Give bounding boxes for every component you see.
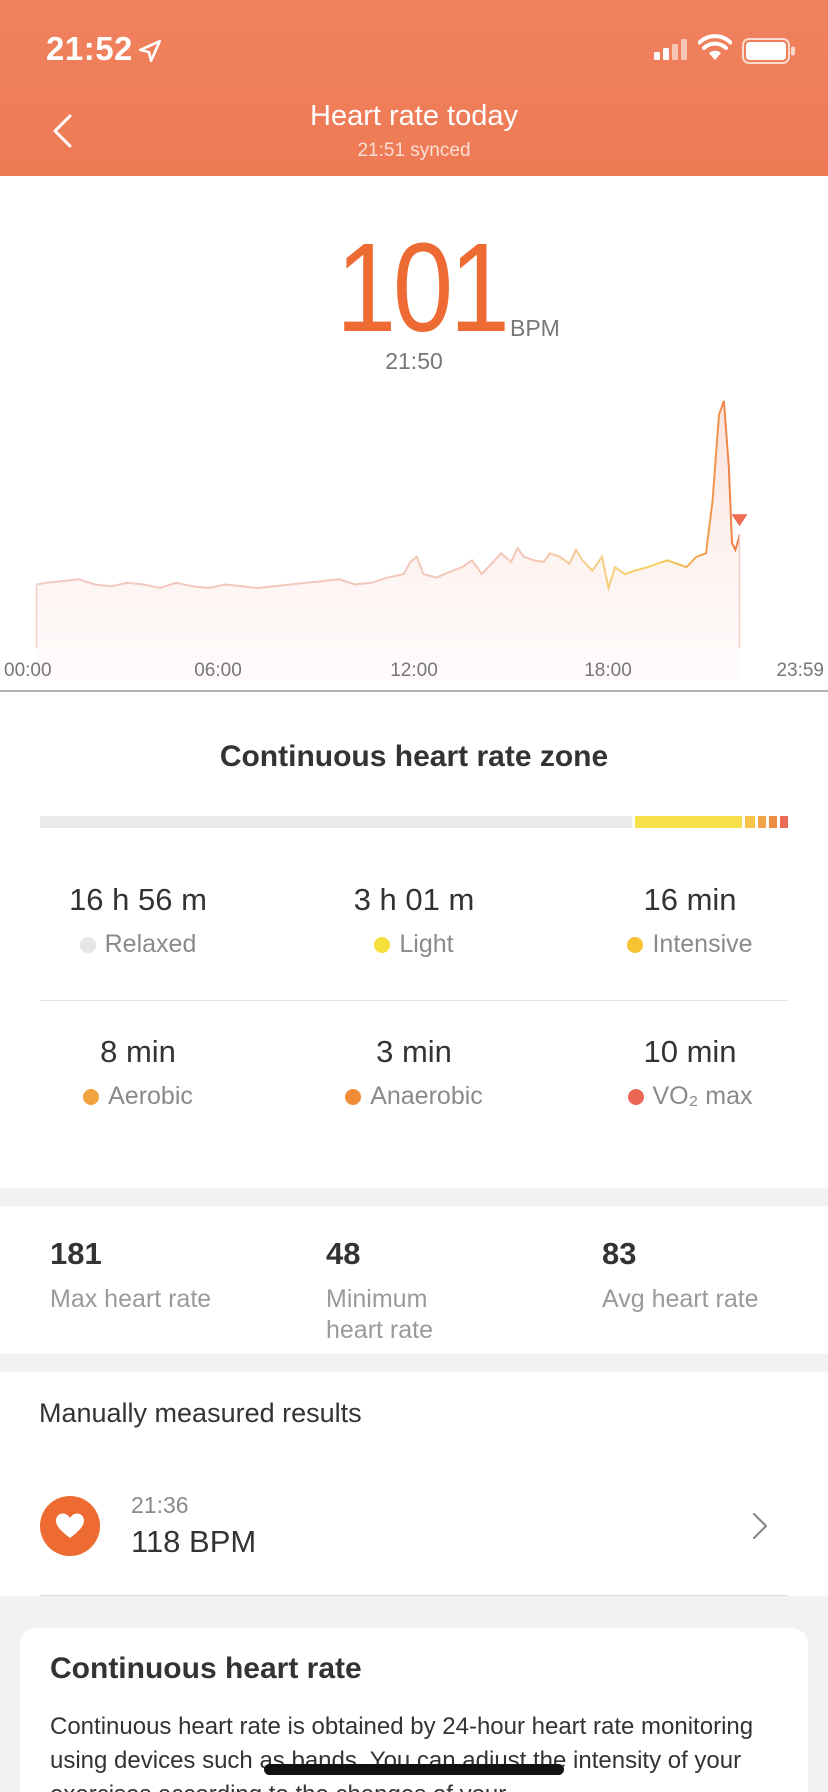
- zone-section-title: Continuous heart rate zone: [219, 740, 609, 773]
- zone-bar-segment: [745, 816, 755, 828]
- manual-results-section: Manually measured results 21:36 118 BPM: [0, 1372, 828, 1596]
- zone-label: Relaxed: [104, 930, 197, 958]
- info-title: Continuous heart rate: [50, 1652, 362, 1685]
- stat-value: 48: [326, 1236, 361, 1271]
- zone-label: Light: [399, 930, 454, 958]
- home-indicator[interactable]: [264, 1764, 564, 1775]
- location-arrow-icon: [138, 39, 162, 63]
- stat-min: 48 Minimum heart rate: [326, 1236, 486, 1346]
- x-tick-label: 23:59: [776, 660, 824, 681]
- chevron-left-icon: [53, 114, 72, 148]
- current-heart-rate-time: 21:50: [385, 348, 443, 374]
- current-point-marker-icon: [731, 514, 748, 527]
- zone-intensive: 16 min Intensive: [560, 882, 820, 959]
- page-title: Heart rate today: [310, 100, 518, 132]
- zone-bar-segment: [634, 816, 743, 828]
- zone-relaxed: 16 h 56 m Relaxed: [8, 882, 268, 959]
- zone-dot: [627, 1088, 644, 1105]
- header: 21:52 Heart rate today 21:51 synced: [0, 0, 828, 176]
- manual-results-title: Manually measured results: [39, 1398, 362, 1428]
- zone-dot: [79, 936, 96, 953]
- zone-vo2max: 10 min VO₂ max: [560, 1034, 820, 1111]
- zone-aerobic: 8 min Aerobic: [8, 1034, 268, 1111]
- zone-anaerobic: 3 min Anaerobic: [284, 1034, 544, 1111]
- heart-badge: [40, 1496, 100, 1556]
- chart-area-fill: [36, 400, 740, 680]
- zone-divider: [40, 1000, 788, 1001]
- zone-label: Intensive: [652, 930, 753, 958]
- zone-duration: 16 min: [643, 882, 737, 917]
- zone-bar-segment: [758, 816, 766, 828]
- cellular-signal-icon: [654, 39, 687, 60]
- battery-icon: [742, 38, 795, 64]
- x-tick-label: 12:00: [390, 660, 438, 681]
- chevron-right-icon[interactable]: [752, 1512, 768, 1540]
- current-heart-rate-unit: BPM: [510, 315, 560, 341]
- heart-icon: [56, 1513, 84, 1538]
- x-tick-label: 06:00: [194, 660, 242, 681]
- sync-status: 21:51 synced: [357, 140, 471, 161]
- zone-label: VO₂ max: [652, 1082, 753, 1110]
- manual-result-value: 118 BPM: [131, 1524, 257, 1559]
- zone-bar-segment: [769, 816, 777, 828]
- chart-series-line: [36, 400, 741, 592]
- zone-duration: 3 min: [376, 1034, 452, 1069]
- stat-label: Minimum heart rate: [326, 1285, 434, 1344]
- zone-label: Anaerobic: [370, 1082, 483, 1110]
- zone-dot: [83, 1088, 100, 1105]
- x-tick-label: 18:00: [584, 660, 632, 681]
- zone-duration: 10 min: [643, 1034, 737, 1069]
- zone-dot: [374, 936, 391, 953]
- x-tick-label: 00:00: [4, 660, 52, 681]
- zone-duration: 16 h 56 m: [69, 882, 207, 917]
- zone-bar-segment: [780, 816, 788, 828]
- stat-label: Max heart rate: [50, 1285, 212, 1313]
- manual-result-time: 21:36: [131, 1492, 189, 1518]
- zone-duration: 8 min: [100, 1034, 176, 1069]
- zone-label: Aerobic: [108, 1082, 193, 1110]
- current-heart-rate-value: 101: [336, 217, 510, 358]
- zone-duration: 3 h 01 m: [353, 882, 475, 917]
- stat-value: 181: [50, 1236, 102, 1271]
- zone-light: 3 h 01 m Light: [284, 882, 544, 959]
- wifi-icon: [698, 34, 732, 60]
- stat-max: 181 Max heart rate: [50, 1236, 290, 1315]
- heart-rate-stats: 181 Max heart rate 48 Minimum heart rate…: [0, 1206, 828, 1354]
- stat-avg: 83 Avg heart rate: [602, 1236, 828, 1315]
- zone-bar-segment: [40, 816, 632, 828]
- back-button[interactable]: [44, 108, 80, 154]
- info-text: Continuous heart rate is obtained by 24-…: [50, 1713, 754, 1792]
- status-time: 21:52: [46, 30, 133, 67]
- heart-rate-chart[interactable]: 00:00 06:00 12:00 18:00 23:59: [0, 380, 828, 692]
- stat-value: 83: [602, 1236, 637, 1271]
- zone-dot: [345, 1088, 362, 1105]
- heart-rate-card: [0, 176, 828, 1188]
- zone-dot: [627, 936, 644, 953]
- stat-label: Avg heart rate: [602, 1285, 759, 1313]
- manual-divider: [40, 1595, 788, 1596]
